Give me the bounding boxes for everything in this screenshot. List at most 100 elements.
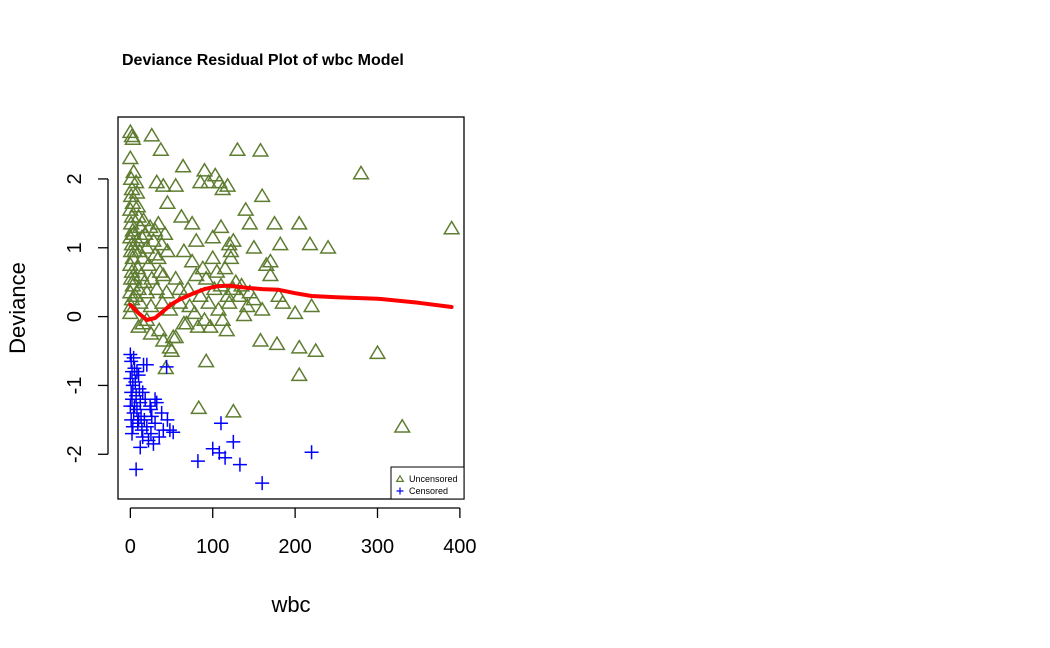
y-tick-label: 0 <box>64 311 86 322</box>
uncensored-point <box>290 366 308 382</box>
x-tick-label: 0 <box>125 536 136 558</box>
uncensored-point <box>190 399 208 415</box>
uncensored-point <box>218 287 237 302</box>
censored-point <box>139 357 154 372</box>
legend-markers <box>395 474 405 495</box>
chart-title: Deviance Residual Plot of wbc Model <box>122 52 404 69</box>
uncensored-point <box>150 321 168 337</box>
censored-point <box>160 412 175 427</box>
uncensored-point <box>204 249 222 265</box>
uncensored-point <box>172 208 191 223</box>
uncensored-point <box>129 280 148 296</box>
uncensored-point <box>151 263 169 278</box>
uncensored-point <box>166 270 185 285</box>
uncensored-point <box>158 242 177 258</box>
uncensored-point <box>143 127 161 142</box>
uncensored-point <box>125 270 144 285</box>
legend: Uncensored Censored <box>390 466 465 500</box>
censored-point <box>133 440 148 455</box>
censored-point <box>127 361 142 376</box>
uncensored-point <box>257 256 275 271</box>
uncensored-point <box>302 297 321 313</box>
uncensored-point <box>121 201 140 216</box>
uncensored-point <box>261 253 280 268</box>
censored-point <box>226 434 241 449</box>
uncensored-point <box>171 280 189 296</box>
censored-point <box>131 412 146 427</box>
uncensored-point <box>208 263 226 278</box>
uncensored-point <box>187 266 205 282</box>
uncensored-point <box>245 239 263 254</box>
uncensored-point <box>251 142 270 157</box>
censored-point <box>127 399 142 414</box>
uncensored-point <box>180 297 199 313</box>
censored-point <box>232 457 247 472</box>
uncensored-point <box>129 318 148 333</box>
uncensored-point <box>199 173 218 189</box>
uncensored-point <box>166 177 185 192</box>
censored-point <box>255 476 270 491</box>
censored-point <box>125 378 140 393</box>
uncensored-point <box>286 304 304 320</box>
censored-point <box>166 425 181 440</box>
uncensored-point <box>122 215 140 230</box>
uncensored-point <box>319 239 337 254</box>
uncensored-point <box>142 297 160 313</box>
uncensored-point <box>213 180 232 196</box>
uncensored-point <box>146 222 164 237</box>
uncensored-point <box>265 215 284 230</box>
censored-point <box>125 426 140 441</box>
censored-point <box>135 430 150 445</box>
legend-label-uncensored: Uncensored <box>409 474 458 484</box>
uncensored-point <box>241 215 259 230</box>
censored-point <box>144 409 159 424</box>
censored-point <box>129 462 144 477</box>
uncensored-point <box>204 228 222 244</box>
censored-point <box>143 426 158 441</box>
x-axis-title: wbc <box>270 592 310 617</box>
uncensored-point <box>153 294 172 309</box>
x-tick-label: 200 <box>278 536 311 558</box>
uncensored-point <box>368 344 387 360</box>
uncensored-point <box>191 287 210 302</box>
uncensored-point <box>307 342 325 358</box>
smoother-line <box>128 283 454 322</box>
censored-point <box>143 402 158 417</box>
uncensored-point <box>152 235 171 251</box>
uncensored-point <box>149 249 168 265</box>
uncensored-point <box>206 167 224 182</box>
y-tick-label: -1 <box>64 377 86 395</box>
uncensored-point <box>139 256 158 271</box>
uncensored-point <box>174 158 192 173</box>
censored-point <box>148 392 163 407</box>
uncensored-point <box>230 287 248 302</box>
uncensored-point <box>235 306 253 322</box>
uncensored-point <box>199 294 218 309</box>
uncensored-point <box>222 249 240 265</box>
censored-point <box>304 445 319 460</box>
censored-point <box>124 354 139 369</box>
uncensored-point <box>121 304 140 320</box>
uncensored-point <box>213 311 232 327</box>
uncensored-point <box>138 239 156 254</box>
censored-point <box>162 423 177 438</box>
uncensored-point <box>253 187 271 203</box>
uncensored-point <box>222 242 240 258</box>
uncensored-point <box>187 232 205 247</box>
uncensored-point <box>126 287 144 302</box>
censored-point <box>190 454 205 469</box>
censored-point <box>129 364 144 379</box>
uncensored-point <box>220 294 238 309</box>
uncensored-point <box>290 215 308 230</box>
x-tick-label: 100 <box>196 536 229 558</box>
uncensored-point <box>185 304 204 320</box>
x-axis: 0 100 200 300 400 <box>125 507 477 558</box>
uncensored-point <box>191 173 210 189</box>
uncensored-point <box>121 256 140 271</box>
uncensored-point <box>121 149 140 165</box>
uncensored-point <box>195 162 214 177</box>
uncensored-point <box>154 266 172 282</box>
uncensored-point <box>218 177 237 192</box>
y-tick-label: -2 <box>64 445 86 463</box>
